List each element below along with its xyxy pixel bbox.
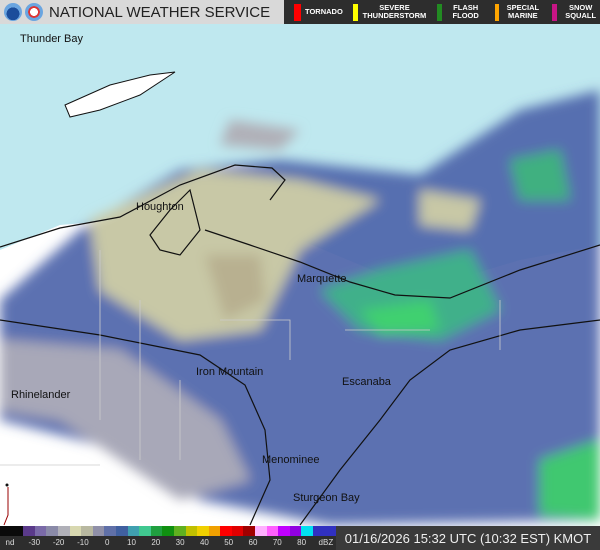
- noaa-logo-icon: [4, 3, 22, 21]
- dbz-tick-label: dBZ: [318, 538, 334, 547]
- dbz-tick-label: 40: [199, 538, 209, 547]
- warning-swatch: [552, 3, 558, 21]
- keweenaw-coast: [149, 188, 201, 256]
- dbz-ticks: nd -30 -20 -10 0 10 20 30 40 50 60 70 80 dBZ: [0, 538, 336, 550]
- city-label: Houghton: [136, 201, 184, 213]
- dbz-color-step: [220, 526, 232, 536]
- dbz-tick-label: 10: [127, 538, 136, 547]
- city-label: Rhinelander: [11, 389, 71, 401]
- dbz-color-step: [23, 526, 35, 536]
- dbz-color-bar: [0, 526, 337, 536]
- dbz-color-step: [162, 526, 174, 536]
- dbz-color-step: [255, 526, 267, 536]
- dbz-color-step: [104, 526, 116, 536]
- dbz-color-step: [81, 526, 93, 536]
- city-label: Escanaba: [342, 376, 391, 388]
- dbz-color-step: [127, 526, 140, 536]
- warning-item: SNOW SQUALL: [552, 3, 600, 21]
- dbz-tick-label: 0: [104, 538, 110, 547]
- dbz-tick-label: 30: [175, 538, 185, 547]
- dbz-color-step: [243, 526, 256, 536]
- isle-royale: [64, 71, 176, 118]
- radar-echoes: [0, 90, 600, 525]
- dbz-color-step: [34, 526, 47, 536]
- dbz-color-step: [173, 526, 186, 536]
- warning-legend: TORNADO SEVERE THUNDERSTORM FLASH FLOOD SPE…: [284, 0, 600, 24]
- warning-label: FLASH FLOOD: [452, 3, 479, 20]
- city-label: Marquette: [297, 273, 347, 285]
- city-label: Sturgeon Bay: [293, 492, 360, 504]
- warning-label: SNOW SQUALL: [565, 3, 597, 20]
- dbz-color-step: [313, 526, 325, 536]
- county-lines: [0, 250, 501, 466]
- dbz-color-step: [57, 526, 70, 536]
- dbz-color-step: [92, 526, 105, 536]
- dbz-color-step: [278, 526, 290, 536]
- dbz-color-step: [0, 526, 12, 536]
- warning-item: TORNADO: [294, 3, 343, 21]
- dbz-color-step: [208, 526, 221, 536]
- dbz-tick-label: -10: [77, 538, 89, 547]
- dbz-tick-label: 80: [297, 538, 307, 547]
- coastline: [0, 164, 600, 299]
- warning-label: SPECIAL MARINE: [506, 3, 540, 20]
- dbz-color-step: [266, 526, 279, 536]
- warning-swatch: [437, 3, 443, 21]
- dbz-color-step: [150, 526, 163, 536]
- timestamp: 01/16/2026 15:32 UTC (10:32 EST) KMOT: [336, 526, 600, 550]
- warning-item: SEVERE THUNDERSTORM: [352, 3, 428, 21]
- city-label: Thunder Bay: [20, 33, 83, 45]
- dbz-tick-label: nd: [5, 538, 15, 547]
- dbz-tick-label: 70: [272, 538, 282, 547]
- dbz-color-step: [301, 526, 314, 536]
- dbz-color-step: [231, 526, 244, 536]
- dbz-color-step: [115, 526, 128, 536]
- dbz-tick-label: 50: [224, 538, 234, 547]
- dbz-tick-label: -20: [52, 538, 65, 547]
- warning-swatch: [352, 3, 358, 21]
- dbz-color-step: [289, 526, 302, 536]
- dbz-legend: nd -30 -20 -10 0 10 20 30 40 50 60 70 80 dBZ: [0, 526, 337, 550]
- dbz-color-step: [11, 526, 24, 536]
- warning-item: FLASH FLOOD: [437, 3, 485, 21]
- warning-swatch: [494, 3, 500, 21]
- warning-label: SEVERE THUNDERSTORM: [362, 3, 427, 20]
- city-label: Iron Mountain: [196, 366, 264, 378]
- dbz-tick-label: 20: [151, 538, 161, 547]
- city-label: Menominee: [262, 454, 320, 466]
- dbz-color-step: [69, 526, 82, 536]
- dbz-color-step: [324, 526, 337, 536]
- dbz-color-step: [139, 526, 151, 536]
- warning-swatch: [294, 3, 301, 21]
- header-title: NATIONAL WEATHER SERVICE: [49, 3, 271, 21]
- warning-label: TORNADO: [305, 7, 343, 16]
- dbz-color-step: [197, 526, 209, 536]
- dbz-color-step: [185, 526, 198, 536]
- dbz-color-step: [46, 526, 58, 536]
- dbz-tick-label: 60: [248, 538, 258, 547]
- dbz-tick-label: -30: [28, 538, 41, 547]
- warning-item: SPECIAL MARINE: [494, 3, 543, 21]
- header: NATIONAL WEATHER SERVICE: [0, 0, 284, 24]
- nws-logo-icon: [25, 3, 43, 21]
